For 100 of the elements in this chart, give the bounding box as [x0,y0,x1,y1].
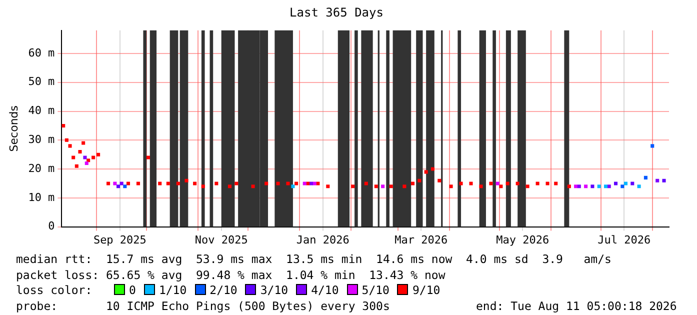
point [496,182,500,186]
y-axis-title: Seconds [7,105,20,152]
text: end: Tue Aug 11 05:00:18 2026 [476,298,677,314]
x-tick-label: Sep 2025 [93,233,146,246]
point [84,161,88,166]
point [176,182,180,186]
point [193,182,197,186]
point [184,178,188,182]
point [516,182,520,186]
point [546,182,550,186]
point [499,184,503,188]
point [74,164,78,168]
point [106,182,110,186]
point [389,184,393,188]
point [82,141,86,145]
point [449,184,453,188]
y-tick-label: 10 m [28,190,56,204]
point [326,184,330,188]
point [604,184,608,188]
point [201,184,205,188]
x-tick-label: May 2026 [496,233,550,246]
point [120,182,124,186]
point [228,184,232,188]
chart-title: Last 365 Days [290,5,384,20]
point [96,152,100,156]
point [234,182,238,186]
point [554,182,558,186]
point [584,184,588,188]
x-tick-label: Mar 2026 [394,233,448,246]
y-tick-label: 20 m [28,162,56,175]
point [536,182,540,186]
point [469,182,473,186]
point [424,170,428,174]
point [166,182,170,186]
point [381,184,385,188]
point [113,182,117,186]
point [459,182,463,186]
point [411,182,415,186]
x-tick-label: Jan 2026 [296,233,350,246]
point [402,184,406,188]
point [624,182,628,186]
point [506,182,510,186]
y-tick-label: 40 m [28,104,56,118]
text: median rtt: 15.7 ms avg 53.9 ms max 13.5 ms min 14.6 ms now 4.0 ms sd 3.9 am/s [16,252,612,268]
legend-label: 1/10 [158,283,187,297]
point [614,182,618,186]
point [662,178,666,182]
legend-title: loss color: [16,283,92,297]
point [92,156,96,160]
point [438,178,442,182]
point [312,182,316,186]
point [644,176,648,180]
legend-label: 2/10 [210,283,238,297]
point [590,184,594,188]
point [291,184,295,188]
point [294,182,298,186]
text: packet loss: 65.65 % avg 99.48 % max 1.04 % min 13.43 % now [16,268,446,283]
point [630,182,634,186]
point [418,178,422,182]
point [251,184,255,188]
point [116,184,120,188]
point [479,184,483,188]
point [620,184,624,188]
point [597,184,601,188]
point [567,184,571,188]
point [577,184,581,188]
point [264,182,268,186]
point [310,182,314,186]
legend-label: 0 [129,283,136,297]
point [364,182,368,186]
point [430,167,434,171]
point [136,182,140,186]
point [302,182,306,186]
legend-label: 5/10 [362,283,390,297]
point [276,182,280,186]
point [68,144,72,148]
point [146,156,150,160]
point [526,184,530,188]
point [83,156,87,160]
y-tick-label: 50 m [28,75,56,88]
legend-label: 9/10 [412,283,440,297]
y-tick-label: 60 m [28,46,56,60]
point [637,184,641,188]
x-tick-label: Nov 2025 [194,233,248,246]
legend-label: 4/10 [311,283,339,297]
point [214,182,218,186]
point [126,182,130,186]
point [78,150,82,154]
y-tick-label: 30 m [28,133,56,146]
point [286,182,290,186]
x-tick-label: Jul 2026 [598,233,651,246]
legend-label: 3/10 [260,283,288,297]
point [650,144,654,148]
point [489,182,493,186]
y-tick-label: 0 [48,220,55,233]
point [123,184,127,188]
point [574,184,578,188]
point [64,138,68,142]
point [72,156,76,160]
text: probe: 10 ICMP Echo Pings (500 Bytes) every 300s [16,298,390,312]
